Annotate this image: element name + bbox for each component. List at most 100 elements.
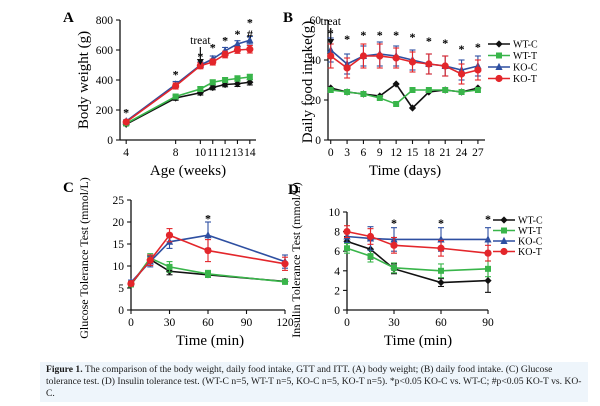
panel-b-series-ko-t-point (343, 64, 351, 72)
panel-b-x-tick-label: 0 (328, 147, 334, 159)
panel-b-series-ko-t-point (474, 66, 482, 74)
panel-a-x-tick-label: 12 (219, 147, 231, 159)
panel-c-y-tick-label: 5 (118, 283, 124, 295)
panel-d-y-tick-label: 10 (329, 207, 341, 219)
panel-b-significance-mark: * (360, 28, 366, 42)
panel-a-significance-mark: * (210, 40, 216, 54)
panel-d-series-ko-t-point (366, 232, 375, 241)
panel-a-series-wt-c-point (246, 78, 254, 86)
panel-a-x-tick-label: 11 (207, 147, 218, 159)
panel-a-significance-mark: * (173, 67, 179, 81)
panel-a-series-ko-t-point (172, 82, 180, 90)
caption-text: The comparison of the body weight, daily… (46, 364, 582, 399)
panel-b-legend-ko-c-label: KO-C (513, 63, 538, 74)
panel-d-y-tick-label: 0 (334, 305, 340, 317)
panel-b-legend-wt-c-label: WT-C (513, 40, 538, 51)
panel-a-series-wt-t-point (197, 86, 204, 92)
figure-caption: Figure 1. The comparison of the body wei… (46, 364, 584, 400)
panel-a-y-axis-title: Body weight (g) (76, 31, 92, 129)
panel-a-significance-mark: # (247, 27, 253, 41)
panel-a-series-wt-t-point (222, 77, 229, 83)
panel-d-series-wt-t-point (391, 264, 397, 271)
panel-a-significance-mark: * (247, 16, 253, 30)
panel-b-series-wt-t-point (376, 95, 383, 101)
panel-a-x-tick-label: 13 (232, 147, 244, 159)
panel-d-x-tick-label: 30 (388, 317, 400, 329)
panel-a-series-wt-c-point (233, 80, 242, 88)
panel-b-x-tick-label: 21 (439, 147, 451, 159)
panel-b-series-ko-t-point (376, 52, 384, 60)
panel-b-legend-ko-c-marker (495, 62, 503, 70)
panel-d-x-tick-label: 60 (435, 317, 447, 329)
panel-b-x-tick-label: 18 (423, 147, 435, 159)
panel-b-series-ko-t-line (330, 55, 479, 75)
panel-a-series-ko-t-point (221, 50, 229, 59)
panel-b-legend-wt-c-marker (495, 40, 503, 48)
panel-b-significance-mark: * (475, 40, 481, 54)
panel-c-series-wt-t-point (282, 278, 288, 285)
panel-c-series-ko-t-point (146, 256, 154, 264)
panel-a-letter: A (63, 10, 74, 26)
panel-d-series-wt-t-point (438, 267, 444, 274)
panel-d-y-tick-label: 4 (334, 266, 340, 278)
panel-a-series-ko-t-line (125, 48, 250, 123)
panel-a-series-wt-t-point (234, 75, 241, 82)
panel-d-legend-wt-t-marker (501, 227, 507, 234)
panel-c-y-tick-label: 20 (113, 217, 125, 229)
panel-b-series-wt-t-point (458, 89, 465, 95)
panel-d-y-axis-title: Insulin Tolerance Test (mmol/L) (289, 182, 303, 338)
panel-a-treat-arrow-head (196, 59, 204, 65)
panel-d-series-wt-t-point (344, 245, 350, 252)
panel-b-series-wt-t-point (425, 87, 432, 93)
panel-d-letter: D (288, 182, 299, 198)
panel-a-series-ko-c-point (246, 36, 254, 44)
panel-d-y-tick-label: 8 (334, 227, 340, 239)
panel-b-legend-wt-t-marker (496, 52, 502, 59)
panel-a-significance-mark: * (123, 106, 129, 120)
panel-b-series-wt-t-point (442, 87, 449, 93)
panel-b-x-tick-label: 27 (472, 147, 484, 159)
panel-b-significance-mark: * (442, 36, 448, 50)
panel-a-treat-label: treat (190, 35, 211, 47)
panel-b-x-tick-label: 6 (361, 147, 367, 159)
panel-a-series-ko-t-point (233, 46, 242, 54)
panel-b-treat-arrow-head (327, 39, 335, 45)
panel-a-series-wt-c-line (125, 81, 250, 125)
panel-a-series-wt-t-point (246, 74, 253, 80)
panel-a-series-ko-t-point (246, 45, 254, 53)
panel-d-y-tick-label: 6 (334, 246, 340, 258)
panel-d-significance-mark: * (391, 216, 397, 230)
panel-b-series-wt-t-point (344, 89, 351, 95)
panel-a-series-ko-t-point (196, 62, 204, 70)
panel-d-series-ko-t-point (484, 249, 492, 257)
panel-c-y-tick-label: 10 (113, 261, 125, 273)
panel-c-series-ko-c-point (204, 231, 212, 239)
panel-b-y-tick-label: 0 (315, 135, 321, 147)
panel-b-series-wt-t-point (474, 87, 481, 93)
panel-d-legend-ko-t-label: KO-T (518, 247, 542, 258)
panel-d-significance-mark: * (438, 216, 444, 230)
panel-b-series-ko-t-point (408, 58, 417, 66)
panel-b-series-ko-t-point (327, 52, 335, 60)
panel-a-y-tick-label: 200 (96, 105, 114, 117)
panel-b-series-ko-t-point (441, 62, 449, 70)
caption-label: Figure 1. (46, 364, 83, 375)
panel-b-treat-label: treat (321, 16, 342, 28)
panel-b-x-tick-label: 24 (456, 147, 468, 159)
panel-c-y-tick-label: 25 (113, 195, 125, 207)
panel-d-series-wt-t-point (367, 253, 374, 260)
panel-d-series-wt-t-point (485, 265, 491, 272)
panel-a-x-tick-label: 8 (173, 147, 179, 159)
panel-c-series-ko-t-point (127, 280, 135, 288)
panel-b-significance-mark: * (459, 42, 465, 56)
panel-c-series-ko-t-point (165, 231, 174, 239)
panel-a-significance-mark: * (222, 34, 228, 48)
panel-d-legend-wt-c-marker (500, 216, 508, 224)
panel-c-series-ko-t-point (281, 260, 289, 268)
panel-b-series-ko-c-line (330, 49, 479, 71)
panel-b-x-tick-label: 12 (390, 147, 402, 159)
panel-d-series-ko-t-point (343, 228, 351, 236)
panel-b-legend-ko-t-label: KO-T (513, 74, 537, 85)
panel-d-significance-mark: * (485, 212, 491, 226)
